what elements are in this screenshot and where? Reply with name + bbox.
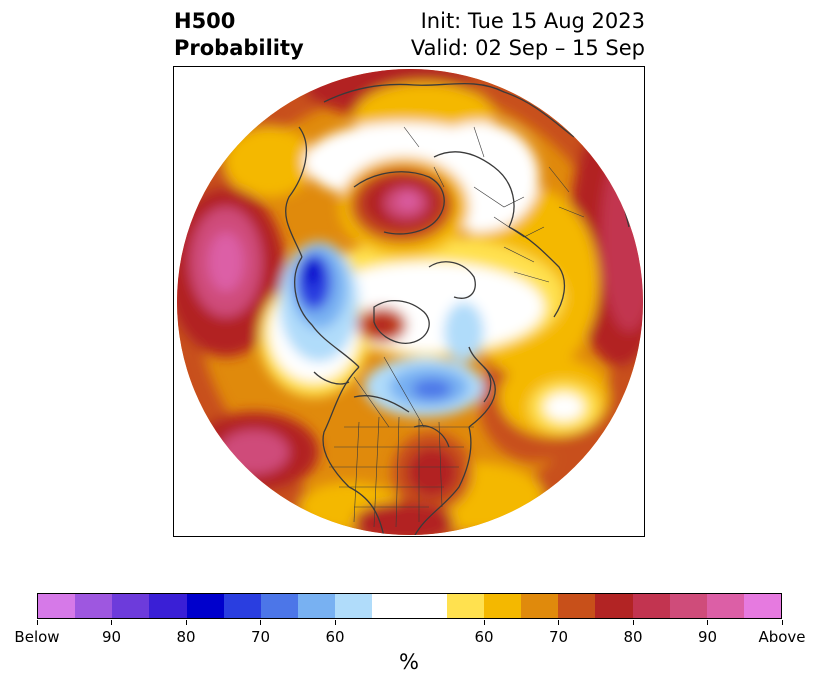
colorbar-segment xyxy=(409,594,447,618)
probability-field xyxy=(177,69,643,535)
colorbar-segment xyxy=(335,594,373,618)
colorbar-tick-label: 80 xyxy=(176,628,196,646)
colorbar-segment xyxy=(743,594,782,618)
colorbar-tick-label: 70 xyxy=(250,628,271,646)
colorbar-tick xyxy=(334,620,336,625)
colorbar-tick xyxy=(781,620,783,625)
colorbar-tick xyxy=(185,620,187,625)
colorbar-segment xyxy=(669,594,707,618)
colorbar-segment xyxy=(632,594,670,618)
colorbar-segment xyxy=(521,594,559,618)
colorbar-segment xyxy=(446,594,484,618)
colorbar-segment xyxy=(483,594,522,618)
colorbar-tick-label: 70 xyxy=(548,628,569,646)
title-variable: H500 xyxy=(174,9,236,33)
colorbar-tick-label: 80 xyxy=(623,628,643,646)
colorbar-tick xyxy=(483,620,485,625)
colorbar-segment xyxy=(75,594,113,618)
colorbar-tick-label: Above xyxy=(758,628,806,646)
probability-map xyxy=(177,69,643,535)
colorbar-segment xyxy=(372,594,410,618)
colorbar-tick xyxy=(260,620,261,625)
colorbar-tick-label: 60 xyxy=(474,628,494,646)
colorbar-segment xyxy=(706,594,744,618)
colorbar-segment xyxy=(595,594,633,618)
colorbar-segment xyxy=(38,594,76,618)
colorbar-segment xyxy=(149,594,187,618)
coastlines xyxy=(285,82,630,535)
valid-range: Valid: 02 Sep – 15 Sep xyxy=(410,36,645,60)
title-block-left: H500 Probability xyxy=(174,8,304,62)
colorbar-tick xyxy=(707,620,708,625)
colorbar-tick xyxy=(36,620,38,625)
colorbar-tick xyxy=(558,620,559,625)
colorbar-segment xyxy=(558,594,596,618)
colorbar-segment xyxy=(298,594,336,618)
colorbar-tick-label: 90 xyxy=(101,628,122,646)
colorbar-segment xyxy=(112,594,150,618)
colorbar-tick-label: 90 xyxy=(697,628,718,646)
colorbar-tick-label: Below xyxy=(14,628,60,646)
init-date: Init: Tue 15 Aug 2023 xyxy=(420,9,645,33)
borders xyxy=(329,126,585,528)
colorbar-unit-label: % xyxy=(399,650,419,674)
colorbar-tick xyxy=(111,620,112,625)
colorbar-segment xyxy=(260,594,299,618)
colorbar-segment xyxy=(223,594,261,618)
colorbar-tick xyxy=(632,620,634,625)
title-product: Probability xyxy=(174,36,304,60)
title-block-right: Init: Tue 15 Aug 2023 Valid: 02 Sep – 15… xyxy=(411,8,645,62)
colorbar xyxy=(37,593,782,619)
colorbar-segment xyxy=(186,594,224,618)
map-panel xyxy=(173,66,645,537)
colorbar-tick-label: 60 xyxy=(325,628,345,646)
